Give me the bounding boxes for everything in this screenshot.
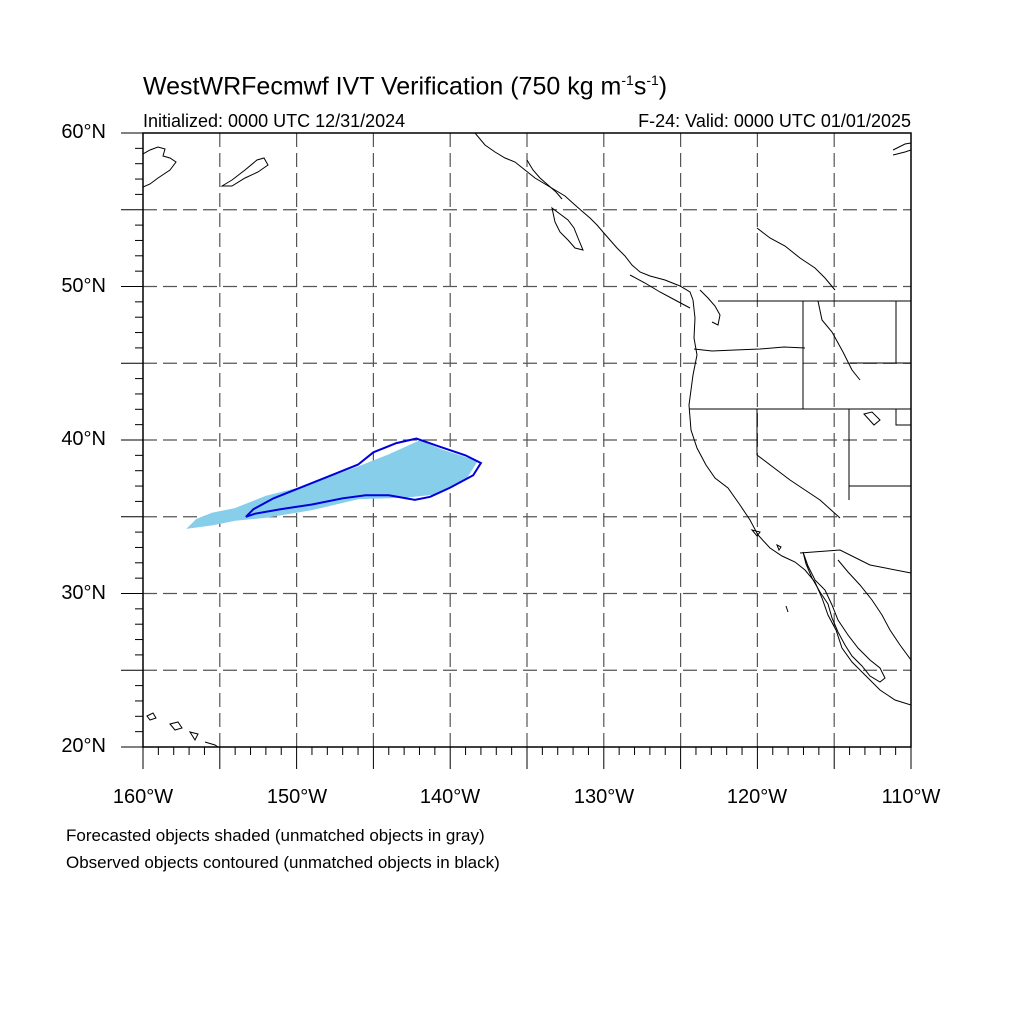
observed-object-layer <box>245 437 483 518</box>
lat-label-30n: 30°N <box>61 582 106 604</box>
lon-label-140w: 140°W <box>419 786 481 808</box>
lon-label-150w: 150°W <box>266 786 328 808</box>
lon-label-120w: 120°W <box>726 786 788 808</box>
map-title: WestWRFecmwf IVT Verification (750 kg m-… <box>143 72 668 101</box>
grid-lines <box>143 133 911 747</box>
initialized-time: Initialized: 0000 UTC 12/31/2024 <box>143 111 406 131</box>
coastlines-and-borders <box>143 133 911 747</box>
axis-ticks <box>121 132 912 769</box>
valid-time: F-24: Valid: 0000 UTC 01/01/2025 <box>638 111 911 131</box>
lon-label-130w: 130°W <box>573 786 635 808</box>
lat-label-20n: 20°N <box>61 735 106 757</box>
lat-label-50n: 50°N <box>61 275 106 297</box>
lat-label-40n: 40°N <box>61 428 106 450</box>
caption-forecast: Forecasted objects shaded (unmatched obj… <box>66 826 485 845</box>
lon-label-160w: 160°W <box>112 786 174 808</box>
forecast-object-layer <box>186 440 478 529</box>
caption-observed: Observed objects contoured (unmatched ob… <box>66 853 500 872</box>
forecast-ivt-object <box>186 440 478 529</box>
lat-label-60n: 60°N <box>61 121 106 143</box>
observed-ivt-contour <box>245 437 483 518</box>
lon-label-110w: 110°W <box>881 786 941 808</box>
